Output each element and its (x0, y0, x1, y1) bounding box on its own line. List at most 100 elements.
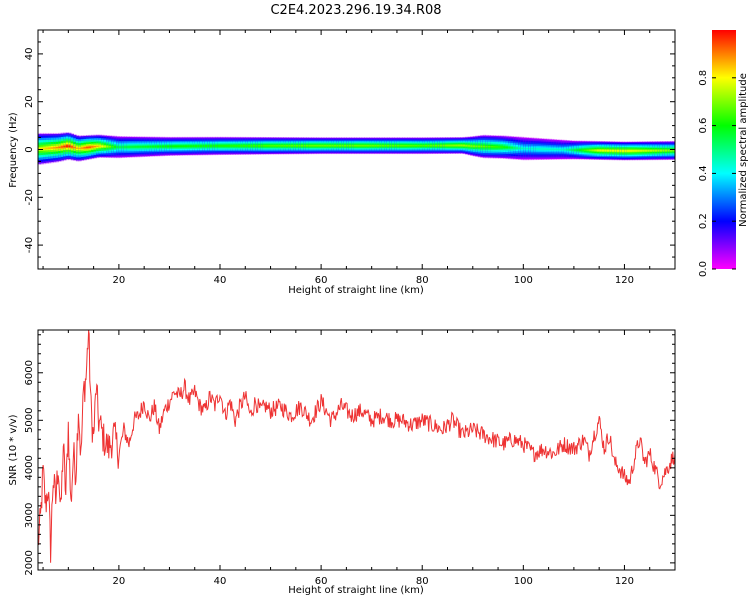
spectrogram-cell (144, 146, 148, 148)
spectrogram-x-tick-label: 80 (416, 275, 429, 286)
spectrogram-cell (450, 144, 454, 147)
spectrogram-cell (166, 145, 171, 148)
snr-x-tick-label: 60 (315, 576, 328, 587)
spectrogram-cell (179, 145, 183, 147)
spectrogram-cell (96, 145, 100, 148)
spectrogram-cell (341, 144, 345, 147)
spectrogram-cell (619, 150, 623, 152)
spectrogram-cell (151, 145, 155, 148)
spectrogram-cell (374, 144, 378, 147)
snr-y-tick-label: 2000 (24, 550, 35, 575)
spectrogram-cell (404, 144, 408, 147)
spectrogram-cell (460, 144, 464, 147)
spectrogram-cell (419, 144, 423, 147)
spectrogram-cell (558, 148, 562, 151)
spectrogram-cell (520, 147, 524, 150)
spectrogram-cell (407, 144, 411, 147)
spectrogram-cell (343, 144, 347, 147)
spectrogram-cell (581, 149, 585, 151)
spectrogram-cell (184, 145, 188, 147)
spectrogram-cell (270, 145, 274, 147)
spectrogram-cell (553, 148, 557, 151)
spectrogram-cell (141, 146, 145, 148)
spectrogram-y-tick-label: -20 (24, 189, 35, 205)
spectrogram-cell (45, 147, 49, 150)
spectrogram-cell (384, 144, 388, 147)
spectrogram-cell (432, 144, 436, 147)
snr-x-tick-label: 100 (514, 576, 533, 587)
spectrogram-cell (662, 149, 666, 152)
spectrogram-cell (429, 144, 433, 147)
snr-y-tick-label: 5000 (24, 408, 35, 433)
spectrogram-cell (634, 150, 638, 152)
spectrogram-cell (439, 144, 444, 147)
spectrogram-cell (576, 149, 580, 151)
spectrogram-cell (621, 150, 626, 152)
spectrogram-cell (452, 144, 456, 147)
spectrogram-cell (523, 147, 527, 150)
spectrogram-cell (535, 148, 540, 150)
colorbar-tick-label: 0.0 (698, 261, 709, 277)
spectrogram-cell (60, 146, 64, 148)
spectrogram-cell (194, 145, 198, 147)
spectrogram-cell (530, 148, 535, 150)
snr-x-tick-label: 20 (113, 576, 126, 587)
spectrogram-y-tick-label: 0 (24, 146, 35, 152)
spectrogram-cell (293, 145, 297, 147)
spectrogram-cell (103, 145, 107, 148)
spectrogram-cell (268, 145, 272, 147)
spectrogram-x-tick-label: 120 (615, 275, 634, 286)
spectrogram-cell (508, 146, 512, 149)
spectrogram-cell (189, 145, 193, 147)
spectrogram-cell (333, 144, 337, 147)
spectrogram-cell (606, 149, 610, 152)
snr-y-tick-label: 4000 (24, 455, 35, 480)
spectrogram-x-tick-label: 40 (214, 275, 227, 286)
spectrogram-cell (594, 149, 598, 152)
spectrogram-cell (361, 144, 365, 147)
spectrogram-cell (455, 144, 459, 147)
spectrogram-cell (192, 145, 196, 147)
spectrogram-cell (209, 145, 214, 147)
spectrogram-cell (199, 145, 203, 147)
spectrogram-cell (38, 148, 42, 150)
spectrogram-cell (669, 149, 674, 152)
spectrogram-cell (359, 144, 363, 147)
spectrogram-cell (43, 147, 47, 150)
spectrogram-cell (626, 150, 631, 152)
spectrogram-cell (533, 148, 537, 150)
spectrogram-cell (255, 145, 259, 147)
spectrogram-cell (169, 145, 173, 148)
spectrogram-cell (556, 148, 560, 151)
spectrogram-cell (149, 145, 153, 148)
colorbar-tick-label: 0.6 (698, 118, 709, 134)
snr-frame (37, 329, 676, 571)
snr-y-axis-label: SNR (10 * v/v) (8, 414, 19, 485)
spectrogram-cell (338, 144, 342, 147)
spectrogram-cell (262, 145, 267, 147)
spectrogram-cell (657, 149, 661, 152)
spectrogram-cell (318, 144, 322, 147)
spectrogram-cell (328, 144, 332, 147)
spectrogram-cell (346, 144, 350, 147)
spectrogram-cell (80, 147, 85, 149)
spectrogram-y-tick-label: -40 (24, 237, 35, 253)
spectrogram-cell (381, 144, 385, 147)
spectrogram-cell (303, 145, 307, 147)
spectrogram-cell (364, 144, 368, 147)
spectrogram-cell (573, 149, 578, 151)
spectrogram-cell (202, 145, 206, 147)
spectrogram-cell (101, 145, 105, 148)
spectrogram-cell (40, 148, 44, 150)
spectrogram-cell (391, 144, 396, 147)
spectrogram-cell (305, 144, 310, 147)
spectrogram-cell (207, 145, 211, 147)
spectrogram-cell (290, 145, 294, 147)
spectrogram-y-tick-label: 20 (24, 95, 35, 108)
spectrogram-cell (546, 148, 550, 150)
spectrogram-cell (86, 146, 90, 149)
spectrogram-cell (637, 150, 641, 152)
spectrogram-cell (316, 144, 320, 147)
spectrogram-cell (91, 146, 95, 148)
spectrogram-cell (131, 146, 135, 148)
